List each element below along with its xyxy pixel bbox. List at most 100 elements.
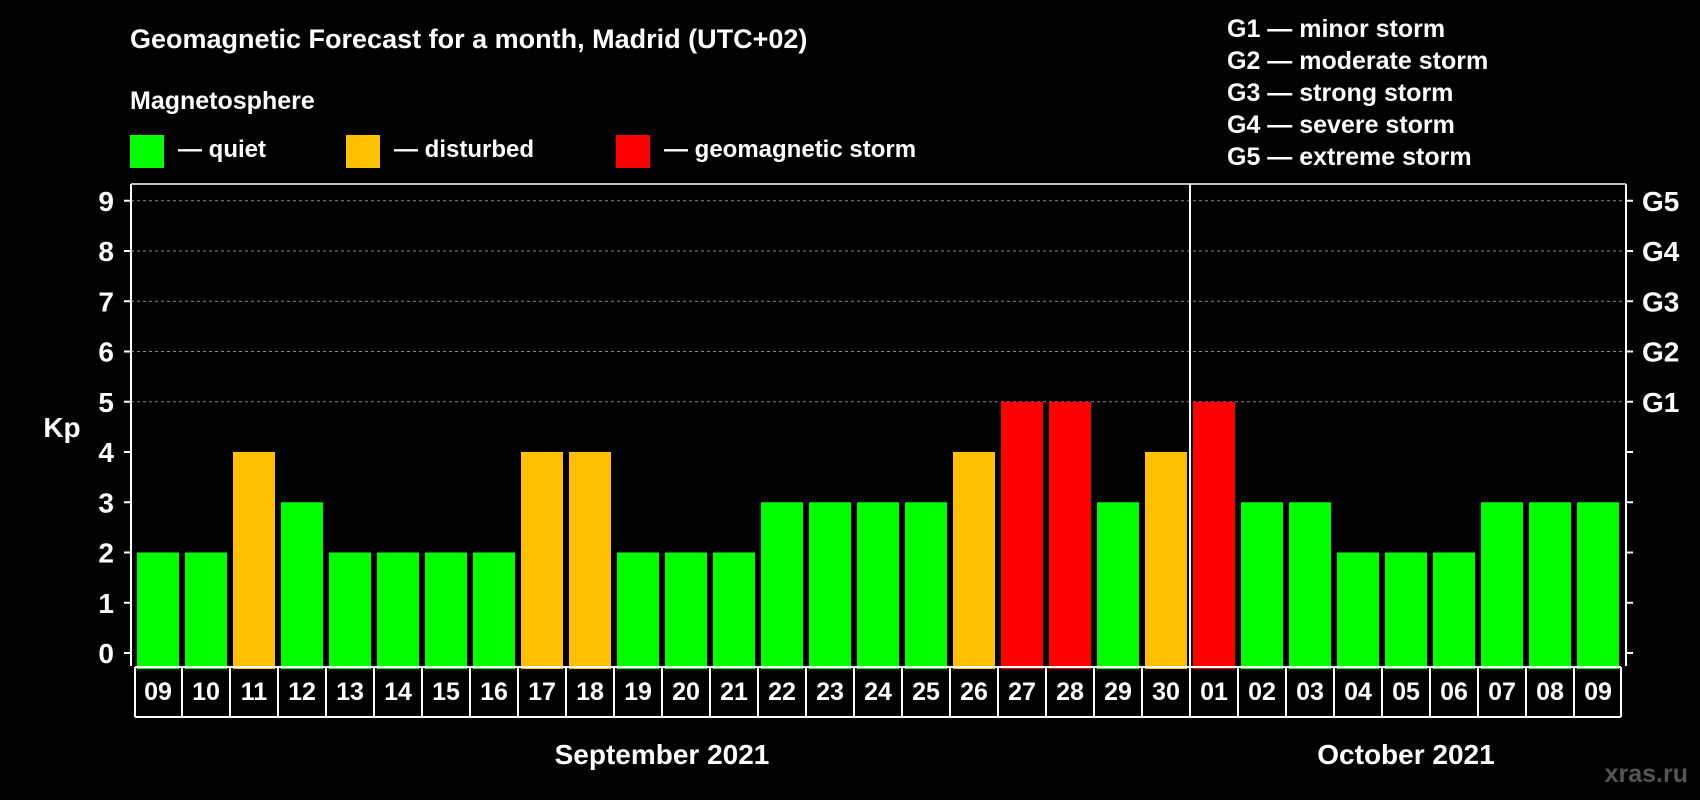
bar-20	[1097, 502, 1139, 669]
right-axis-g-labels: G1 G2 G3 G4 G5	[1642, 186, 1680, 418]
bar-15	[857, 502, 899, 669]
y-tick-label-7: 7	[98, 286, 114, 317]
y-tick-label-6: 6	[98, 337, 114, 368]
legend-swatch-2	[616, 135, 650, 168]
bar-22	[1193, 401, 1235, 669]
y-axis-label: Kp	[43, 412, 80, 443]
x-tick-label-2: 11	[241, 678, 268, 706]
bar-23	[1241, 502, 1283, 669]
right-axis-label-G3: G3	[1642, 286, 1679, 317]
x-tick-label-25: 04	[1344, 678, 1372, 706]
x-tick-label-19: 28	[1056, 678, 1084, 706]
bar-27	[1433, 552, 1475, 669]
legend-swatch-0	[130, 135, 164, 168]
x-tick-label-14: 23	[816, 678, 844, 706]
x-tick-label-6: 15	[432, 678, 460, 706]
legend-swatch-1	[346, 135, 380, 168]
bar-11	[665, 552, 707, 669]
x-tick-label-17: 26	[960, 678, 988, 706]
legend-label-0: — quiet	[178, 136, 266, 163]
legend: — quiet — disturbed — geomagnetic storm	[130, 135, 916, 168]
bar-26	[1385, 552, 1427, 669]
x-tick-label-4: 13	[336, 678, 364, 706]
x-tick-label-13: 22	[768, 678, 796, 706]
bar-8	[521, 452, 563, 669]
legend-title: Magnetosphere	[130, 87, 315, 115]
right-axis-label-G2: G2	[1642, 337, 1679, 368]
bar-1	[185, 552, 227, 669]
watermark: xras.ru	[1605, 760, 1688, 788]
bar-2	[233, 452, 275, 669]
right-axis-label-G5: G5	[1642, 186, 1679, 217]
y-axis-ticks: 0 1 2 3 4 5 6 7 8 9	[98, 186, 1633, 669]
axes	[130, 183, 1627, 666]
x-tick-label-9: 18	[576, 678, 604, 706]
x-tick-label-23: 02	[1248, 678, 1276, 706]
bar-17	[953, 452, 995, 669]
x-tick-label-11: 20	[672, 678, 700, 706]
x-tick-label-26: 05	[1392, 678, 1420, 706]
storm-scale-item-3: G3 — strong storm	[1227, 79, 1453, 107]
x-tick-label-7: 16	[480, 678, 508, 706]
bar-19	[1049, 401, 1091, 669]
x-tick-label-29: 08	[1536, 678, 1564, 706]
x-tick-label-18: 27	[1008, 678, 1036, 706]
y-tick-label-3: 3	[98, 487, 114, 518]
y-tick-label-4: 4	[98, 437, 114, 468]
x-tick-label-28: 07	[1488, 678, 1516, 706]
bar-25	[1337, 552, 1379, 669]
y-tick-label-8: 8	[98, 236, 114, 267]
x-tick-label-15: 24	[864, 678, 892, 706]
x-tick-label-8: 17	[528, 678, 556, 706]
bar-7	[473, 552, 515, 669]
y-tick-label-2: 2	[98, 538, 114, 569]
y-tick-label-9: 9	[98, 186, 114, 217]
y-tick-label-0: 0	[98, 638, 114, 669]
bar-16	[905, 502, 947, 669]
storm-scale-legend: G1 — minor storm G2 — moderate storm G3 — …	[1227, 15, 1488, 171]
bar-28	[1481, 502, 1523, 669]
bar-12	[713, 552, 755, 669]
bar-0	[137, 552, 179, 669]
x-tick-label-0: 09	[144, 678, 172, 706]
month-label-1: October 2021	[1317, 739, 1494, 770]
bar-3	[281, 502, 323, 669]
storm-scale-item-1: G1 — minor storm	[1227, 15, 1445, 43]
x-tick-label-16: 25	[912, 678, 940, 706]
storm-scale-item-5: G5 — extreme storm	[1227, 143, 1472, 171]
storm-scale-item-4: G4 — severe storm	[1227, 111, 1455, 139]
bar-21	[1145, 452, 1187, 669]
legend-label-1: — disturbed	[394, 136, 534, 163]
x-tick-label-24: 03	[1296, 678, 1324, 706]
bar-30	[1577, 502, 1619, 669]
legend-label-2: — geomagnetic storm	[664, 136, 916, 163]
y-tick-label-1: 1	[98, 588, 114, 619]
bar-13	[761, 502, 803, 669]
x-tick-label-10: 19	[624, 678, 652, 706]
month-label-0: September 2021	[555, 739, 770, 770]
right-axis-label-G1: G1	[1642, 387, 1679, 418]
bar-4	[329, 552, 371, 669]
bar-24	[1289, 502, 1331, 669]
x-tick-label-30: 09	[1584, 678, 1612, 706]
bar-5	[377, 552, 419, 669]
x-tick-label-1: 10	[192, 678, 220, 706]
bar-6	[425, 552, 467, 669]
bar-29	[1529, 502, 1571, 669]
storm-scale-item-2: G2 — moderate storm	[1227, 47, 1488, 75]
bar-10	[617, 552, 659, 669]
bar-14	[809, 502, 851, 669]
chart-title: Geomagnetic Forecast for a month, Madrid…	[130, 24, 807, 54]
x-tick-label-27: 06	[1440, 678, 1468, 706]
right-axis-label-G4: G4	[1642, 236, 1680, 267]
x-tick-label-3: 12	[288, 678, 316, 706]
bar-18	[1001, 401, 1043, 669]
x-tick-label-12: 21	[720, 678, 748, 706]
x-axis-categories: 09 10 11 12 13 14 15 16 17 18 19 20 21 22 23 24 25 26 27 28…	[134, 666, 1622, 718]
month-labels: September 2021 October 2021	[555, 739, 1495, 770]
y-tick-label-5: 5	[98, 387, 114, 418]
bars	[137, 401, 1619, 669]
x-tick-label-22: 01	[1200, 678, 1228, 706]
x-tick-label-5: 14	[384, 678, 412, 706]
